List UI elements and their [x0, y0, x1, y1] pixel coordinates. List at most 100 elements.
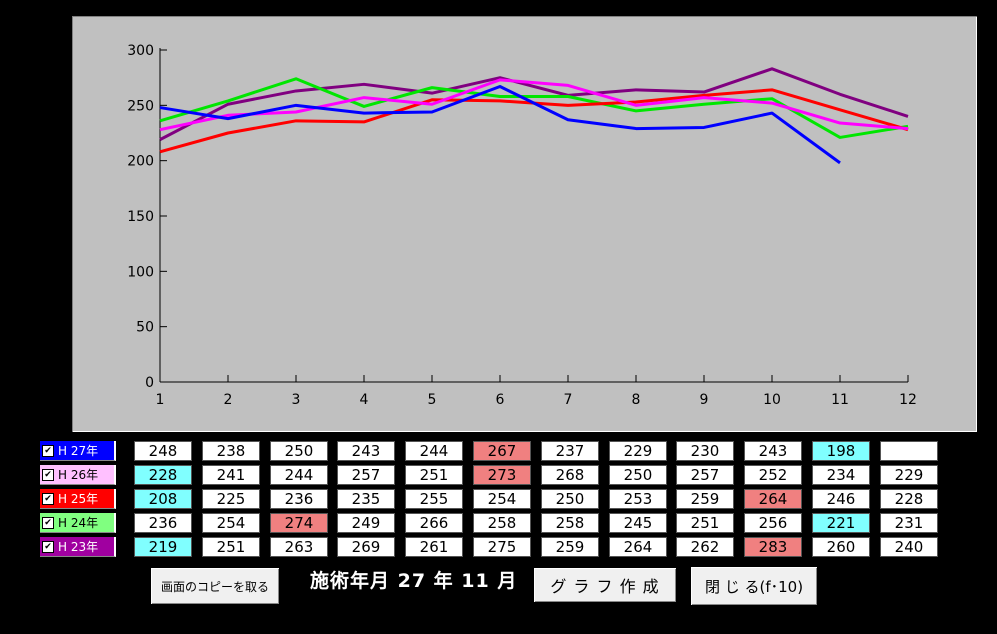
x-tick-label: 10: [763, 392, 781, 408]
y-tick-label: 100: [127, 264, 154, 280]
table-cell: 251: [202, 537, 260, 557]
legend-row: ✔ H 26年: [40, 465, 116, 485]
table-cell: 258: [473, 513, 531, 533]
legend-label: H 24年: [58, 516, 99, 530]
table-cell: 229: [880, 465, 938, 485]
legend-label: H 23年: [58, 540, 99, 554]
table-cell: 244: [270, 465, 328, 485]
treatment-date-label: 施術年月 27 年 11 月: [310, 570, 518, 592]
close-button[interactable]: 閉 じ る(f･10): [690, 566, 818, 606]
table-cell: 254: [202, 513, 260, 533]
legend-row: ✔ H 23年: [40, 537, 116, 557]
table-cell: 262: [676, 537, 734, 557]
x-tick-label: 6: [496, 392, 505, 408]
x-tick-label: 5: [428, 392, 437, 408]
table-cell: 256: [744, 513, 802, 533]
table-cell: 245: [609, 513, 667, 533]
legend-row: ✔ H 25年: [40, 489, 116, 509]
table-cell: 274: [270, 513, 328, 533]
y-tick-label: 250: [127, 98, 154, 114]
y-tick-label: 200: [127, 154, 154, 170]
x-tick-label: 3: [292, 392, 301, 408]
x-tick-label: 11: [831, 392, 849, 408]
table-cell: 283: [744, 537, 802, 557]
table-cell: [880, 441, 938, 461]
table-cell: 252: [744, 465, 802, 485]
table-cell: 264: [744, 489, 802, 509]
table-cell: 273: [473, 465, 531, 485]
table-cell: 235: [337, 489, 395, 509]
table-cell: 241: [202, 465, 260, 485]
table-cell: 244: [405, 441, 463, 461]
table-cell: 269: [337, 537, 395, 557]
x-tick-label: 7: [564, 392, 573, 408]
x-tick-label: 4: [360, 392, 369, 408]
table-cell: 243: [337, 441, 395, 461]
table-cell: 237: [541, 441, 599, 461]
table-cell: 255: [405, 489, 463, 509]
table-cell: 259: [676, 489, 734, 509]
x-tick-label: 1: [156, 392, 165, 408]
series-checkbox[interactable]: ✔: [42, 492, 54, 505]
table-cell: 221: [812, 513, 870, 533]
table-cell: 236: [134, 513, 192, 533]
legend-label: H 27年: [58, 444, 99, 458]
series-line: [159, 85, 841, 165]
table-cell: 258: [541, 513, 599, 533]
table-cell: 234: [812, 465, 870, 485]
series-checkbox[interactable]: ✔: [42, 516, 54, 529]
table-cell: 208: [134, 489, 192, 509]
legend-row: ✔ H 24年: [40, 513, 116, 533]
legend-label: H 25年: [58, 492, 99, 506]
legend-label: H 26年: [58, 468, 99, 482]
series-line: [159, 67, 909, 141]
table-cell: 257: [337, 465, 395, 485]
table-cell: 261: [405, 537, 463, 557]
table-cell: 238: [202, 441, 260, 461]
table-cell: 264: [609, 537, 667, 557]
table-cell: 230: [676, 441, 734, 461]
x-tick-label: 8: [632, 392, 641, 408]
series-line: [159, 88, 909, 154]
y-tick-label: 0: [145, 375, 154, 391]
table-cell: 231: [880, 513, 938, 533]
series-checkbox[interactable]: ✔: [42, 444, 54, 457]
table-cell: 266: [405, 513, 463, 533]
table-cell: 246: [812, 489, 870, 509]
y-tick-label: 50: [136, 320, 154, 336]
x-tick-label: 12: [899, 392, 917, 408]
x-tick-label: 9: [700, 392, 709, 408]
table-cell: 257: [676, 465, 734, 485]
table-cell: 243: [744, 441, 802, 461]
table-cell: 250: [541, 489, 599, 509]
table-cell: 248: [134, 441, 192, 461]
table-cell: 225: [202, 489, 260, 509]
copy-screen-button[interactable]: 画面のコピーを取る: [150, 567, 280, 605]
table-cell: 250: [609, 465, 667, 485]
table-cell: 219: [134, 537, 192, 557]
x-tick-label: 2: [224, 392, 233, 408]
series-checkbox[interactable]: ✔: [42, 468, 54, 481]
make-graph-button[interactable]: グ ラ フ 作 成: [532, 566, 678, 604]
series-checkbox[interactable]: ✔: [42, 540, 54, 553]
table-cell: 267: [473, 441, 531, 461]
table-cell: 251: [676, 513, 734, 533]
table-cell: 259: [541, 537, 599, 557]
table-cell: 254: [473, 489, 531, 509]
table-cell: 263: [270, 537, 328, 557]
table-cell: 228: [880, 489, 938, 509]
series-line: [159, 78, 909, 132]
table-cell: 275: [473, 537, 531, 557]
table-cell: 250: [270, 441, 328, 461]
table-cell: 260: [812, 537, 870, 557]
table-cell: 253: [609, 489, 667, 509]
table-cell: 198: [812, 441, 870, 461]
legend-row: ✔ H 27年: [40, 441, 116, 461]
y-tick-label: 150: [127, 209, 154, 225]
table-cell: 251: [405, 465, 463, 485]
table-cell: 236: [270, 489, 328, 509]
table-cell: 228: [134, 465, 192, 485]
table-cell: 229: [609, 441, 667, 461]
chart-panel: 0 50 100 150 200 250 300 1 2 3 4 5 6 7 8 9 10 11 12: [72, 16, 977, 432]
